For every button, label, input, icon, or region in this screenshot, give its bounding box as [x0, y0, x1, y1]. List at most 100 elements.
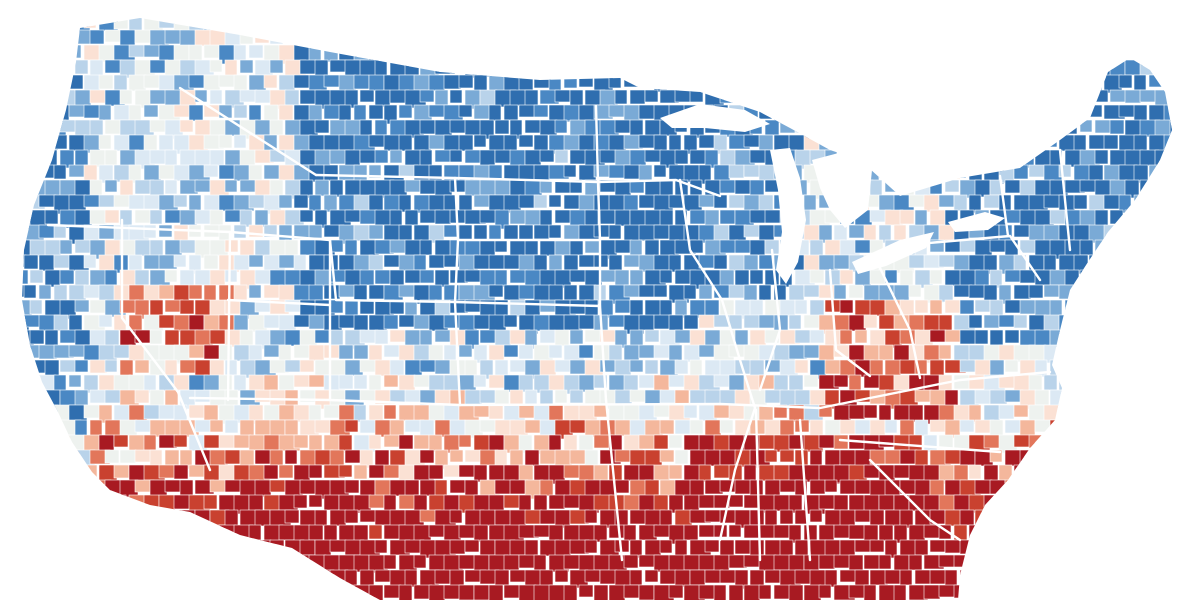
- county-cell: [464, 479, 479, 498]
- county-cell: [593, 584, 609, 600]
- county-cell: [443, 344, 457, 361]
- county-cell: [983, 44, 998, 61]
- county-cell: [1043, 494, 1066, 510]
- county-cell: [1073, 404, 1088, 420]
- county-cell: [113, 18, 129, 30]
- county-cell: [179, 479, 194, 496]
- county-cell: [404, 359, 423, 378]
- county-cell: [503, 344, 519, 358]
- county-cell: [1185, 480, 1200, 492]
- county-cell: [1065, 0, 1086, 16]
- county-cell: [254, 179, 271, 197]
- county-cell: [938, 194, 955, 208]
- county-cell: [623, 44, 637, 63]
- county-cell: [818, 74, 832, 93]
- county-cell: [1034, 569, 1055, 583]
- county-cell: [1133, 44, 1154, 61]
- county-cell: [83, 74, 101, 93]
- county-cell: [158, 314, 176, 329]
- county-cell: [488, 18, 511, 34]
- county-cell: [263, 494, 282, 511]
- county-cell: [1019, 59, 1040, 76]
- county-cell: [908, 404, 924, 423]
- county-cell: [374, 269, 391, 285]
- county-cell: [68, 74, 84, 90]
- county-cell: [494, 359, 509, 377]
- county-cell: [134, 239, 151, 257]
- county-cell: [839, 539, 856, 557]
- county-cell: [593, 524, 608, 543]
- county-cell: [29, 29, 50, 47]
- county-cell: [248, 524, 262, 543]
- county-cell: [974, 569, 989, 585]
- county-cell: [548, 404, 564, 422]
- county-cell: [884, 179, 905, 193]
- county-cell: [1094, 479, 1114, 498]
- county-cell: [638, 584, 655, 600]
- county-cell: [38, 74, 55, 88]
- county-cell: [22, 269, 29, 285]
- county-cell: [1139, 419, 1162, 438]
- county-cell: [329, 389, 346, 408]
- county-cell: [308, 44, 322, 62]
- county-cell: [998, 524, 1017, 538]
- county-cell: [458, 104, 473, 118]
- county-cell: [749, 29, 771, 44]
- county-cell: [293, 344, 312, 359]
- county-cell: [539, 479, 554, 497]
- county-cell: [1169, 179, 1172, 197]
- county-cell: [1028, 374, 1043, 392]
- county-cell: [0, 570, 16, 587]
- county-cell: [809, 509, 823, 523]
- county-cell: [884, 419, 898, 434]
- county-cell: [113, 524, 131, 543]
- county-cell: [443, 194, 457, 211]
- county-cell: [518, 134, 534, 148]
- county-cell: [134, 359, 150, 374]
- county-cell: [479, 59, 493, 78]
- county-cell: [473, 404, 490, 418]
- county-cell: [473, 74, 488, 92]
- county-cell: [899, 179, 915, 198]
- county-cell: [1179, 165, 1200, 183]
- county-cell: [1094, 149, 1109, 165]
- county-cell: [89, 149, 106, 168]
- county-cell: [1049, 209, 1068, 225]
- county-cell: [854, 59, 870, 80]
- county-cell: [104, 18, 118, 20]
- county-cell: [704, 29, 721, 45]
- county-cell: [38, 104, 59, 124]
- county-cell: [0, 75, 15, 90]
- county-cell: [749, 269, 764, 285]
- county-cell: [698, 194, 715, 208]
- county-cell: [863, 314, 878, 329]
- county-cell: [479, 329, 497, 344]
- county-cell: [254, 509, 271, 527]
- county-cell: [233, 104, 248, 119]
- county-cell: [869, 509, 885, 526]
- county-cell: [554, 329, 570, 347]
- county-cell: [878, 134, 900, 148]
- county-cell: [38, 164, 55, 179]
- county-cell: [1194, 465, 1200, 482]
- county-cell: [644, 569, 659, 583]
- county-cell: [509, 269, 528, 284]
- county-cell: [263, 434, 282, 451]
- county-cell: [959, 299, 975, 315]
- county-cell: [38, 194, 57, 208]
- county-cell: [653, 224, 670, 240]
- county-cell: [758, 554, 777, 572]
- county-cell: [773, 404, 788, 419]
- county-cell: [299, 59, 317, 75]
- county-cell: [203, 524, 226, 540]
- county-cell: [869, 299, 886, 317]
- county-cell: [1139, 569, 1162, 590]
- county-cell: [749, 359, 765, 378]
- county-cell: [1064, 89, 1079, 103]
- county-cell: [1034, 59, 1051, 75]
- county-cell: [698, 18, 718, 30]
- county-cell: [989, 479, 1006, 495]
- county-cell: [22, 419, 37, 433]
- county-cell: [1133, 254, 1148, 268]
- county-cell: [89, 119, 104, 136]
